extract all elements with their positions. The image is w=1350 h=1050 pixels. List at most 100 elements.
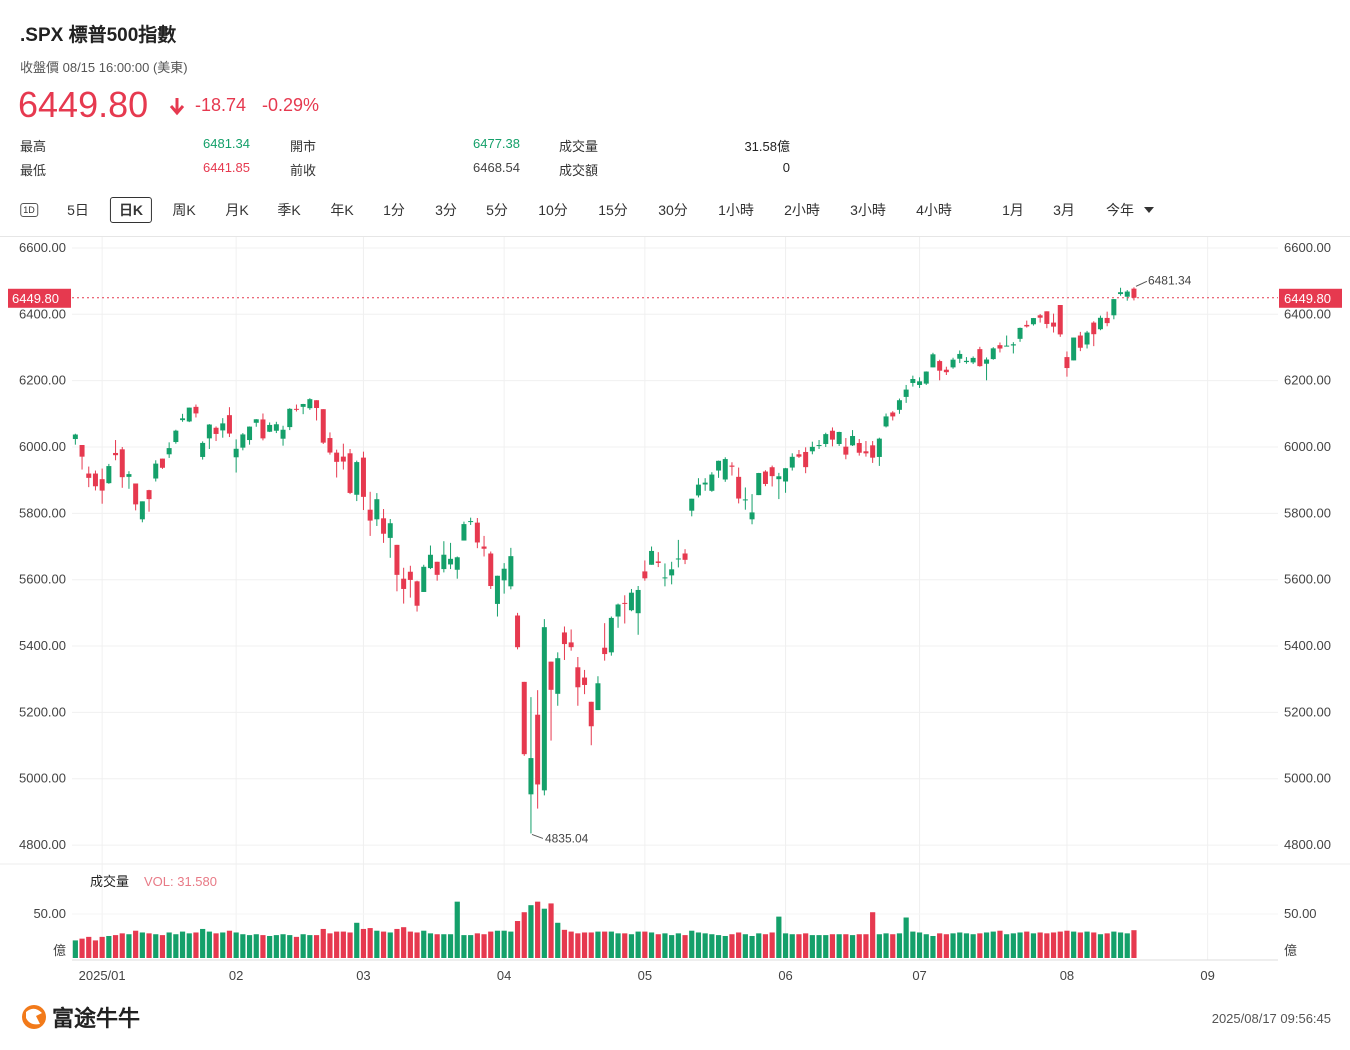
tab[interactable]: 2小時 [784, 202, 820, 218]
candle-body [816, 445, 822, 447]
tab[interactable]: 1分 [383, 202, 405, 218]
volume-unit: 億 [53, 943, 66, 958]
change: -18.74 [195, 95, 247, 115]
tab[interactable]: 周K [172, 202, 196, 218]
candle-body [843, 446, 849, 455]
low-label: 4835.04 [545, 831, 589, 845]
stat-label: 成交額 [559, 163, 599, 178]
volume-bar [608, 931, 614, 958]
x-tick-label: 03 [356, 968, 370, 983]
candle-body [970, 357, 976, 363]
volume-bar [876, 934, 882, 958]
tab[interactable]: 日K [109, 197, 153, 223]
candle-body [387, 523, 393, 538]
subtitle: 收盤價 08/15 16:00:00 (美東) [20, 60, 188, 75]
candle-body [890, 412, 896, 417]
candle-body [997, 345, 1003, 349]
stat-label: 開市 [290, 139, 317, 154]
candle-body [783, 468, 789, 482]
tab[interactable]: 30分 [658, 202, 688, 218]
volume-bar [1071, 931, 1077, 958]
volume-bar [950, 933, 956, 958]
volume-bar [1024, 931, 1030, 958]
change-pct: -0.29% [262, 95, 320, 115]
candle-body [655, 561, 661, 563]
volume-bar [340, 931, 346, 958]
volume-bar [441, 934, 447, 958]
tab[interactable]: 5日 [67, 202, 89, 218]
tab[interactable]: 1月 [1002, 202, 1024, 218]
volume-bar [990, 931, 996, 958]
y-tick-label: 50.00 [1284, 906, 1317, 921]
y-tick-label: 5600.00 [1284, 572, 1331, 587]
tab[interactable]: 1D [20, 203, 38, 217]
candle-body [72, 434, 78, 440]
stat-value: 31.58億 [744, 139, 790, 154]
candle-body [809, 446, 815, 452]
stat-value: 6441.85 [203, 160, 250, 175]
tab[interactable]: 3分 [435, 202, 457, 218]
candle-body [1118, 292, 1124, 295]
volume-bar [179, 931, 186, 958]
volume-bar [675, 933, 681, 958]
tab[interactable]: 年K [330, 202, 354, 218]
candle-body [494, 575, 500, 604]
candle-body [541, 627, 547, 791]
candle-body [943, 369, 949, 373]
tab[interactable]: 15分 [598, 202, 628, 218]
candle-body [267, 424, 273, 432]
candle-body [1010, 344, 1016, 346]
dropdown-caret[interactable] [1143, 206, 1155, 214]
volume-bar [722, 935, 728, 958]
tab[interactable]: 5分 [486, 202, 508, 218]
y-tick-label: 6200.00 [1284, 373, 1331, 388]
candle-body [1097, 317, 1103, 330]
volume-bar [206, 931, 212, 958]
candle-body [159, 458, 165, 468]
candle-body [1091, 322, 1097, 335]
volume-bar [977, 933, 983, 958]
candle-body [870, 445, 876, 458]
candle-body [923, 371, 929, 384]
volume-bar [86, 936, 92, 958]
candle-body [220, 423, 226, 431]
volume-bar [769, 932, 775, 958]
volume-bar [461, 935, 467, 958]
volume-bar [1084, 931, 1090, 958]
volume-bar [394, 928, 400, 958]
y-tick-label: 6400.00 [1284, 306, 1331, 321]
candle-body [521, 681, 527, 755]
tab[interactable]: 季K [277, 202, 301, 218]
x-tick-label: 04 [497, 968, 511, 983]
tab[interactable]: 3小時 [850, 202, 886, 218]
volume-bar [535, 901, 541, 958]
candle-body [689, 498, 695, 511]
tab[interactable]: 今年 [1106, 202, 1134, 218]
candle-body [602, 647, 608, 655]
tab[interactable]: 1小時 [718, 202, 754, 218]
volume-bar [943, 934, 949, 958]
candle-body [575, 667, 581, 688]
candle-body [354, 462, 360, 495]
volume-bar [575, 933, 581, 958]
volume-bar [581, 932, 588, 958]
volume-bar [508, 931, 514, 958]
tab[interactable]: 10分 [538, 202, 568, 218]
candle-body [736, 476, 742, 499]
last-price-box [8, 288, 71, 308]
volume-bar [655, 934, 661, 958]
volume-bar [106, 935, 112, 958]
candle-body [628, 592, 634, 611]
tab[interactable]: 3月 [1053, 202, 1075, 218]
volume-bar [307, 935, 313, 958]
candle-body [340, 456, 346, 462]
volume-bar [1117, 932, 1124, 958]
candle-body [1044, 311, 1050, 324]
tab[interactable]: 4小時 [916, 202, 952, 218]
candle-body [186, 407, 192, 422]
volume-bar [447, 934, 454, 958]
candle-body [756, 473, 762, 496]
volume-bar [173, 934, 179, 958]
candle-body [568, 642, 574, 648]
tab[interactable]: 月K [225, 202, 249, 218]
